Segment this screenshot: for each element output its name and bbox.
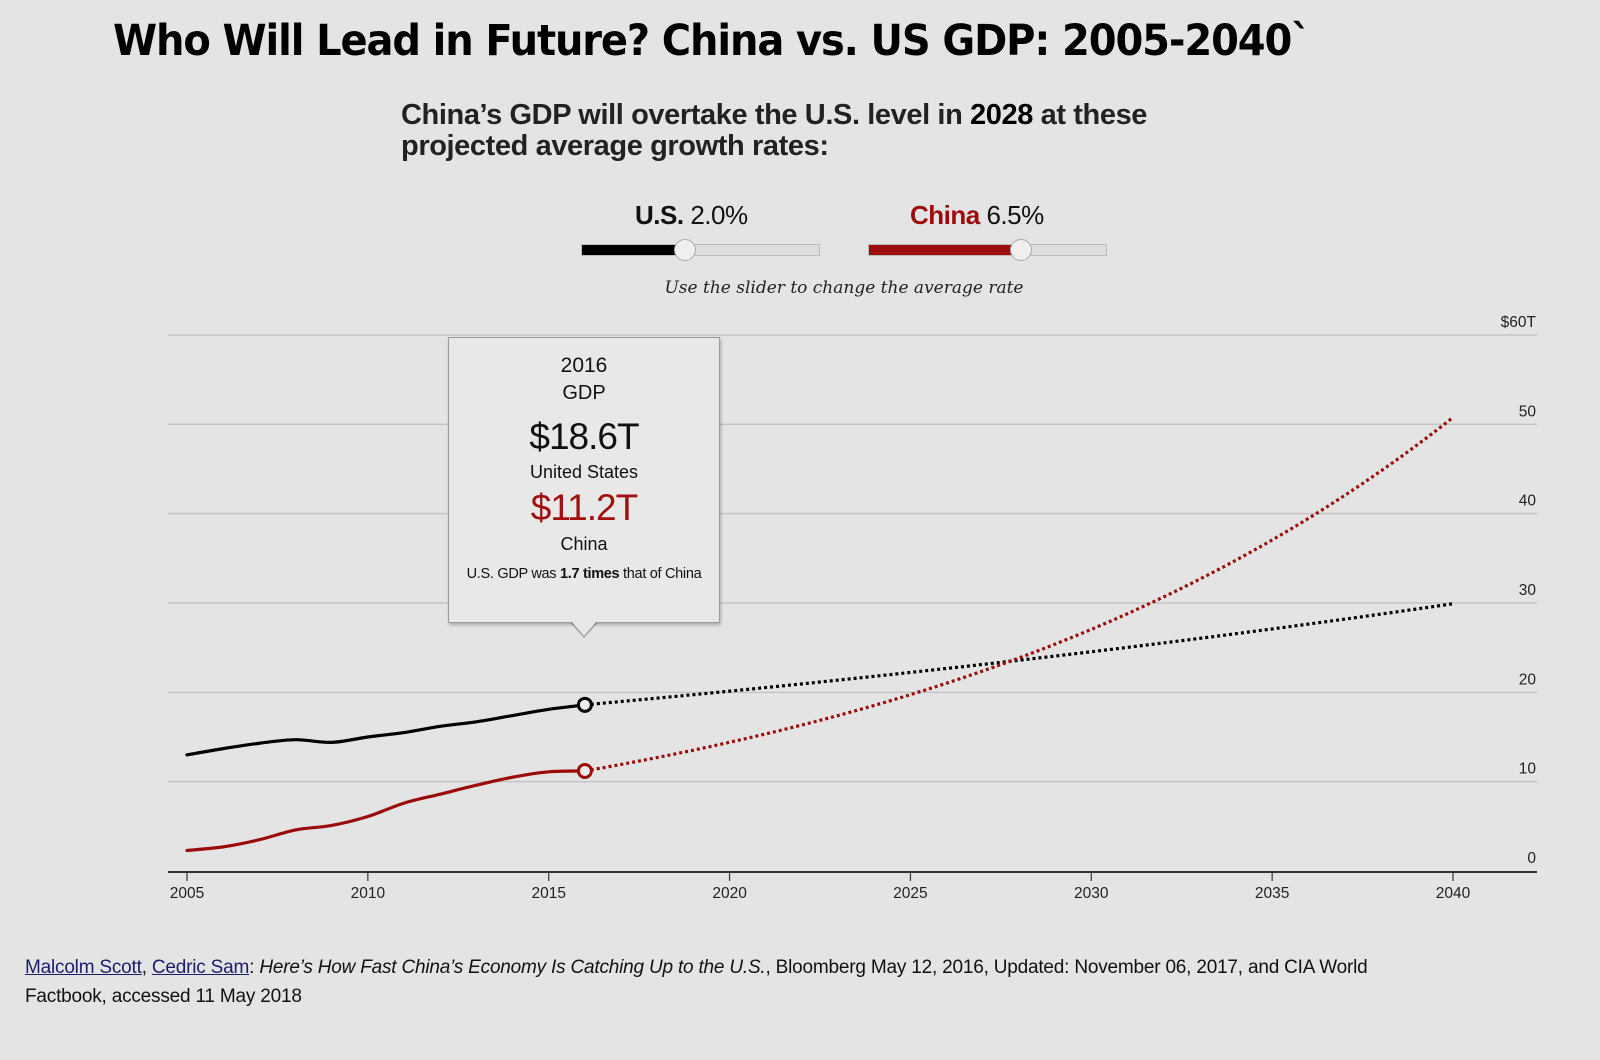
author-link-cedric-sam[interactable]: Cedric Sam: [151, 957, 250, 978]
x-tick-label-2005: 2005: [170, 885, 204, 902]
china-rate-label: China 6.5%: [910, 200, 1044, 231]
y-tick-label-20: 20: [1519, 671, 1537, 688]
tooltip-year: 2016: [560, 354, 608, 377]
slider-hint: Use the slider to change the average rat…: [664, 278, 1024, 298]
china-historical-line: [185, 769, 587, 853]
y-tick-label-0: 0: [1527, 850, 1536, 867]
citation-colon: :: [249, 957, 260, 978]
us-slider-fill: [582, 245, 685, 255]
china-projected-line: [584, 416, 1454, 773]
tooltip-gdp-label: GDP: [562, 382, 606, 404]
x-tick-label-2030: 2030: [1074, 885, 1109, 902]
y-tick-label-40: 40: [1519, 493, 1537, 510]
us-historical-line: [185, 703, 587, 757]
y-tick-label-10: 10: [1519, 761, 1537, 778]
subtitle-crossover-year: 2028: [970, 99, 1033, 131]
citation-article-title: Here’s How Fast China’s Economy Is Catch…: [259, 957, 766, 978]
china-rate-value: 6.5%: [986, 200, 1044, 230]
source-citation: Malcolm Scott, Cedric Sam: Here’s How Fa…: [25, 953, 1425, 1011]
chart-subtitle: China’s GDP will overtake the U.S. level…: [401, 100, 1261, 162]
subtitle-text-after: at these projected average growth rates:: [401, 99, 1148, 162]
us-projected-line: [584, 602, 1454, 707]
tooltip-arrow: [570, 620, 598, 636]
tooltip-note-before: U.S. GDP was: [466, 566, 560, 582]
gdp-tooltip: 2016 GDP $18.6T United States $11.2T Chi…: [448, 337, 720, 623]
tooltip-us-value: $18.6T: [529, 416, 639, 457]
china-rate-name: China: [910, 200, 980, 230]
x-tick-label-2025: 2025: [893, 885, 927, 902]
tooltip-note-after: that of China: [619, 566, 702, 582]
us-2016-marker: [576, 696, 593, 713]
tooltip-china-label: China: [560, 534, 608, 554]
china-2016-marker: [576, 762, 593, 779]
x-tick-label-2015: 2015: [531, 885, 565, 902]
y-tick-label-60: $60T: [1501, 314, 1537, 331]
tooltip-ratio-note: U.S. GDP was 1.7 times that of China: [449, 564, 719, 584]
y-tick-label-30: 30: [1519, 582, 1537, 599]
tooltip-note-ratio: 1.7 times: [559, 566, 620, 582]
tooltip-us-label: United States: [529, 462, 639, 482]
y-tick-label-50: 50: [1519, 403, 1537, 420]
us-growth-slider[interactable]: [581, 239, 820, 261]
us-rate-label: U.S. 2.0%: [635, 200, 748, 231]
x-tick-label-2040: 2040: [1436, 885, 1471, 902]
citation-separator: ,: [141, 957, 152, 978]
x-tick-label-2020: 2020: [712, 885, 747, 902]
x-tick-label-2035: 2035: [1255, 885, 1289, 902]
subtitle-text-before: China’s GDP will overtake the U.S. level…: [401, 99, 971, 131]
author-link-malcolm-scott[interactable]: Malcolm Scott: [25, 957, 142, 978]
us-slider-knob[interactable]: [673, 239, 696, 261]
china-growth-slider[interactable]: [868, 239, 1107, 261]
citation-rest: , Bloomberg May 12, 2016, Updated: Novem…: [25, 957, 1368, 1007]
china-slider-fill: [869, 245, 1021, 255]
tooltip-china-value: $11.2T: [530, 487, 638, 528]
us-rate-value: 2.0%: [690, 200, 748, 230]
x-tick-label-2010: 2010: [351, 885, 386, 902]
page-title: Who Will Lead in Future? China vs. US GD…: [113, 16, 1311, 66]
us-rate-name: U.S.: [635, 200, 684, 230]
china-slider-knob[interactable]: [1009, 239, 1032, 261]
